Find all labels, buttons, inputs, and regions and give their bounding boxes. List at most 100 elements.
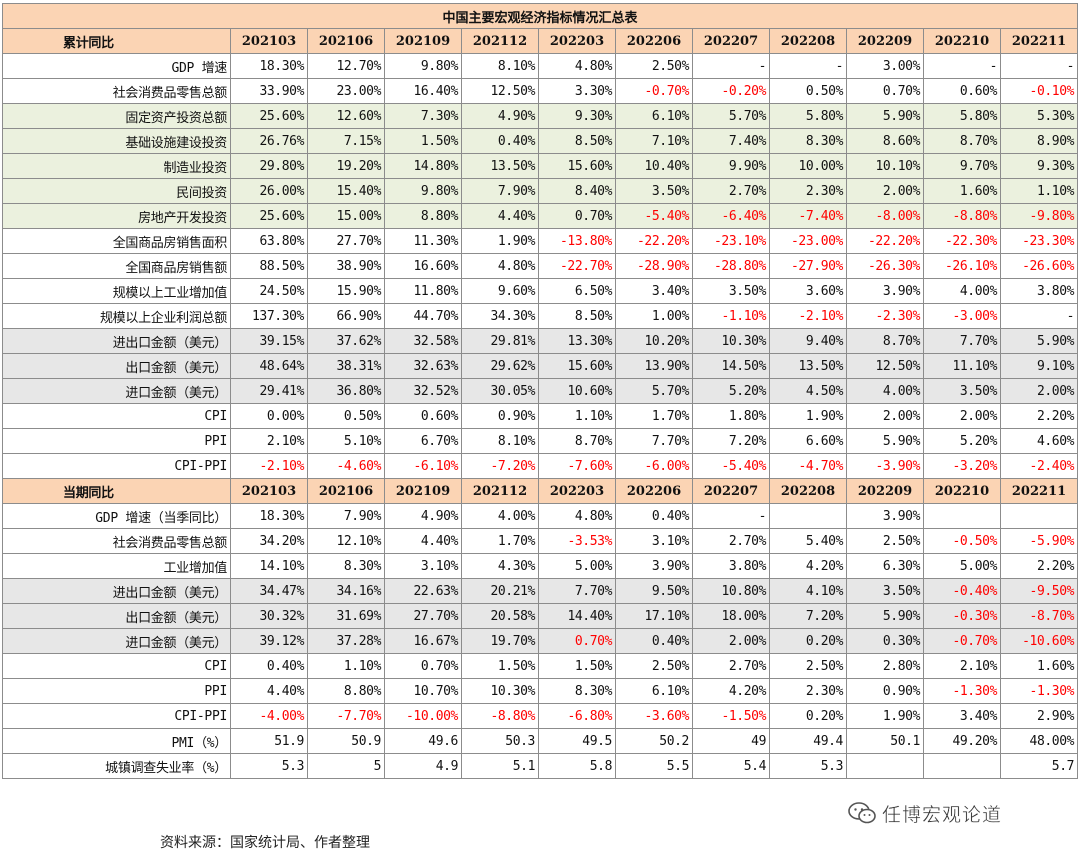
table-cell: 5.90%: [846, 103, 924, 129]
table-cell: 9.50%: [615, 578, 693, 604]
table-cell: 44.70%: [384, 303, 462, 329]
table-cell: 3.10%: [615, 528, 693, 554]
table-cell: 0.40%: [461, 128, 539, 154]
table-row: 固定资产投资总额 25.60% 12.60% 7.30% 4.90% 9.30% 6.10%…: [2, 103, 1079, 129]
table-cell: 13.90%: [615, 353, 693, 379]
table-cell: 27.70%: [384, 603, 462, 629]
period-header: 202112: [461, 28, 539, 54]
table-cell: 5.1: [461, 753, 539, 779]
table-cell: 14.80%: [384, 153, 462, 179]
table-cell: -6.10%: [384, 453, 462, 479]
table-cell: 26.00%: [230, 178, 308, 204]
table-cell: 3.60%: [769, 278, 847, 304]
table-cell: 38.90%: [307, 253, 385, 279]
table-cell: 10.30%: [692, 328, 770, 354]
table-cell: 25.60%: [230, 203, 308, 229]
table-cell: 34.30%: [461, 303, 539, 329]
row-label: PMI（%）: [2, 728, 231, 754]
table-cell: -8.70%: [999, 603, 1079, 629]
table-row: 全国商品房销售面积 63.80% 27.70% 11.30% 1.90% -13.80% -…: [2, 228, 1079, 254]
table-cell: 7.15%: [307, 128, 385, 154]
table-cell: 0.40%: [230, 653, 308, 679]
table-cell: 88.50%: [230, 253, 308, 279]
period-header: 202206: [615, 28, 693, 54]
table-row: GDP 增速 18.30% 12.70% 9.80% 8.10% 4.80% 2.50% - -…: [2, 53, 1079, 79]
summary-table-container: 中国主要宏观经济指标情况汇总表 累计同比 202103 202106 202109 20…: [1, 3, 1079, 779]
table-cell: 30.32%: [230, 603, 308, 629]
table-cell: 2.50%: [615, 53, 693, 79]
table-title: 中国主要宏观经济指标情况汇总表: [1, 3, 1079, 29]
table-cell: 10.70%: [384, 678, 462, 704]
table-row: CPI-PPI -4.00% -7.70% -10.00% -8.80% -6.80% -3…: [2, 703, 1079, 729]
table-cell: -7.70%: [307, 703, 385, 729]
period-header: 202209: [846, 28, 924, 54]
row-label: 规模以上工业增加值: [2, 278, 231, 304]
table-cell: 4.00%: [846, 378, 924, 404]
table-cell: 7.90%: [307, 503, 385, 529]
table-cell: 50.3: [461, 728, 539, 754]
table-cell: -5.40%: [615, 203, 693, 229]
table-cell: -26.10%: [923, 253, 1001, 279]
table-cell: 3.50%: [692, 278, 770, 304]
table-cell: 49: [692, 728, 770, 754]
table-cell: -1.10%: [692, 303, 770, 329]
table-cell: -3.90%: [846, 453, 924, 479]
table-cell: 19.70%: [461, 628, 539, 654]
table-cell: 0.20%: [769, 703, 847, 729]
table-row: 出口金额（美元） 30.32% 31.69% 27.70% 20.58% 14.40% 17…: [2, 603, 1079, 629]
table-cell: 48.00%: [999, 728, 1079, 754]
table-cell: -0.70%: [615, 78, 693, 104]
table-cell: 6.10%: [615, 103, 693, 129]
row-label: CPI-PPI: [2, 453, 231, 479]
table-cell: 11.80%: [384, 278, 462, 304]
table-cell: 38.31%: [307, 353, 385, 379]
table-cell: 1.90%: [846, 703, 924, 729]
row-label: CPI: [2, 653, 231, 679]
table-cell: 0.00%: [230, 403, 308, 429]
table-cell: 1.70%: [461, 528, 539, 554]
table-cell: 0.90%: [846, 678, 924, 704]
table-cell: [999, 503, 1079, 529]
table-cell: 8.30%: [769, 128, 847, 154]
table-cell: 5.7: [999, 753, 1079, 779]
table-cell: -: [999, 303, 1079, 329]
table-cell: 9.90%: [692, 153, 770, 179]
table-cell: 2.00%: [999, 378, 1079, 404]
table-cell: 0.60%: [384, 403, 462, 429]
table-cell: -22.70%: [538, 253, 616, 279]
table-cell: 5.80%: [923, 103, 1001, 129]
table-cell: 0.60%: [923, 78, 1001, 104]
table-cell: 12.50%: [461, 78, 539, 104]
table-cell: -22.20%: [846, 228, 924, 254]
table-row: CPI 0.40% 1.10% 0.70% 1.50% 1.50% 2.50% 2.70% 2.…: [2, 653, 1079, 679]
table-cell: -23.10%: [692, 228, 770, 254]
table-cell: 3.90%: [615, 553, 693, 579]
table-cell: 2.50%: [615, 653, 693, 679]
table-cell: 8.10%: [461, 428, 539, 454]
row-label: CPI: [2, 403, 231, 429]
row-label: 房地产开发投资: [2, 203, 231, 229]
table-cell: -4.00%: [230, 703, 308, 729]
table-cell: 32.63%: [384, 353, 462, 379]
table-row: 规模以上工业增加值 24.50% 15.90% 11.80% 9.60% 6.50% 3.4…: [2, 278, 1079, 304]
period-header: 202210: [923, 478, 1001, 504]
table-cell: 8.80%: [307, 678, 385, 704]
table-cell: 9.80%: [384, 53, 462, 79]
table-cell: 5.70%: [615, 378, 693, 404]
table-cell: -28.90%: [615, 253, 693, 279]
table-cell: -7.60%: [538, 453, 616, 479]
table-cell: 1.70%: [615, 403, 693, 429]
table-cell: -26.60%: [999, 253, 1079, 279]
table-row: 城镇调查失业率（%） 5.3 5 4.9 5.1 5.8 5.5 5.4 5.3 5.7: [2, 753, 1079, 779]
row-label: 出口金额（美元）: [2, 603, 231, 629]
table-cell: 4.00%: [923, 278, 1001, 304]
table-cell: 9.30%: [999, 153, 1079, 179]
table-cell: 49.5: [538, 728, 616, 754]
table-cell: 2.30%: [769, 678, 847, 704]
table-cell: [923, 503, 1001, 529]
table-cell: 26.76%: [230, 128, 308, 154]
table-cell: 6.10%: [615, 678, 693, 704]
table-cell: 25.60%: [230, 103, 308, 129]
table-cell: -0.40%: [923, 578, 1001, 604]
table-cell: 5.80%: [769, 103, 847, 129]
